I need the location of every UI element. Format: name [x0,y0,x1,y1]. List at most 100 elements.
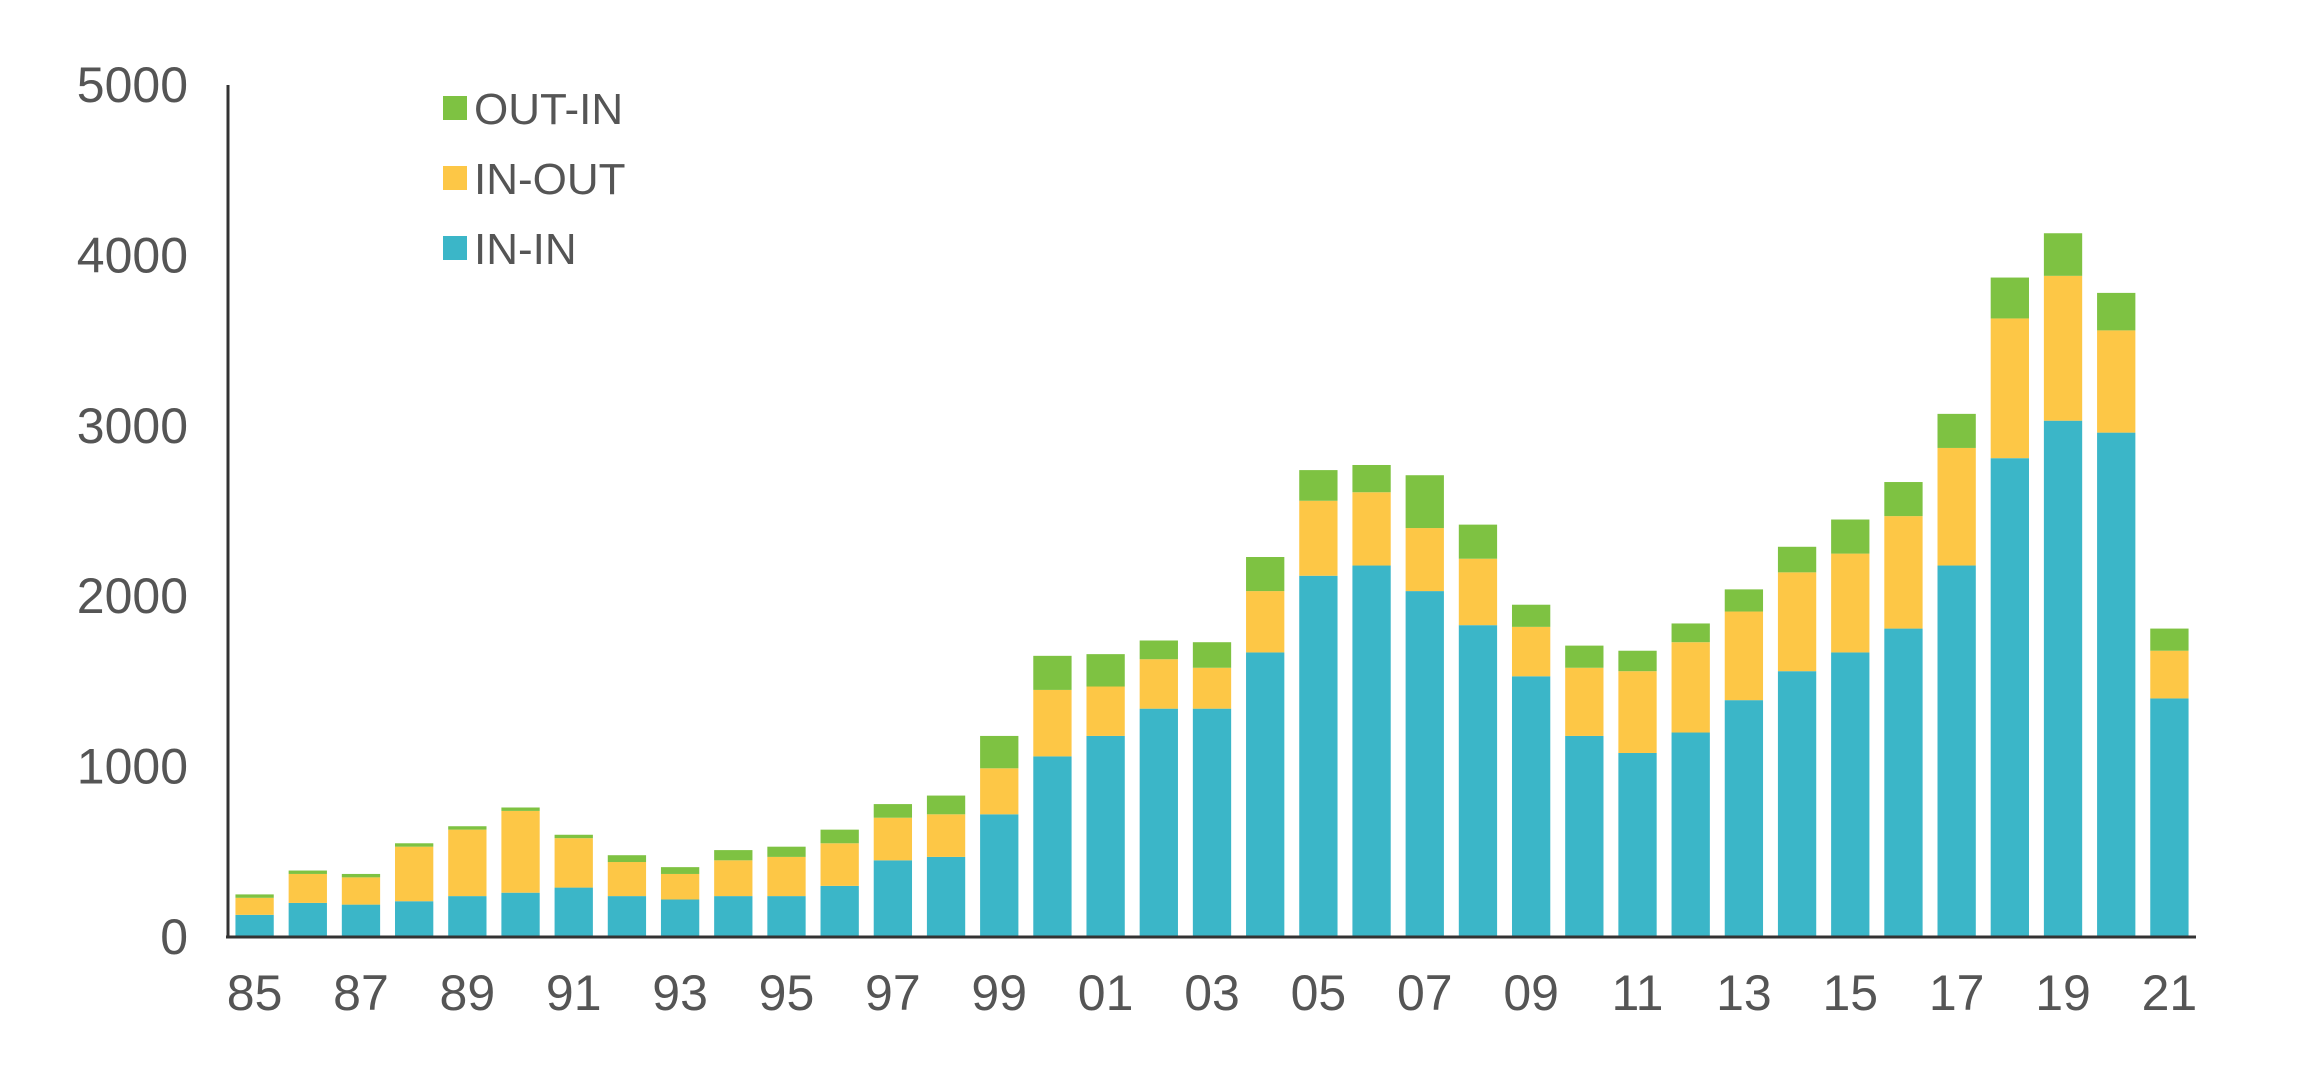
bar-segment-out-in [927,796,965,815]
bar-segment-out-in [1086,654,1124,686]
bar-segment-in-out [821,843,859,886]
bar-segment-in-in [2044,421,2082,937]
legend: OUT-IN IN-OUT IN-IN [443,85,626,274]
bar-segment-in-in [1299,576,1337,937]
bar-segment-in-in [1884,629,1922,937]
bar-segment-in-in [2097,433,2135,937]
x-tick-label: 11 [1612,965,1664,1021]
x-tick-label: 17 [1929,965,1985,1021]
bar-segment-out-in [1299,470,1337,501]
bar-segment-in-in [767,896,805,937]
bar-segment-in-out [501,811,539,893]
bar-segment-in-out [1778,572,1816,671]
bar-segment-in-in [1778,671,1816,937]
y-tick-label: 1000 [77,739,188,795]
bar-segment-in-in [1352,566,1390,937]
bar-segment-in-in [1565,736,1603,937]
bar-segment-out-in [555,835,593,838]
x-tick-label: 89 [440,965,496,1021]
bar-segment-in-out [1938,448,1976,566]
bar-segment-out-in [1672,623,1710,642]
bar-segment-out-in [501,808,539,811]
bar-segment-in-out [289,874,327,903]
bar-segment-in-in [1406,591,1444,937]
bar-segment-in-out [1618,671,1656,753]
bar-segment-in-out [342,877,380,904]
x-tick-label: 15 [1822,965,1878,1021]
bar-segment-in-out [2150,651,2188,699]
bar-segment-in-out [1193,668,1231,709]
bar-segment-in-out [448,830,486,896]
legend-label: IN-OUT [474,155,626,204]
y-tick-label: 2000 [77,568,188,624]
x-tick-label: 97 [865,965,921,1021]
bar-segment-out-in [395,843,433,846]
bar-segment-out-in [2150,629,2188,651]
bar-segment-in-in [1193,709,1231,937]
bar-segment-in-out [1725,612,1763,701]
bar-segment-out-in [2097,293,2135,330]
bar-segment-in-out [714,860,752,896]
bar-segment-in-in [342,905,380,937]
bar-segment-in-in [1246,652,1284,937]
bar-segment-in-out [1140,659,1178,708]
bar-segment-in-out [1086,687,1124,736]
bar-segment-in-in [661,900,699,937]
bar-segment-out-in [1406,475,1444,528]
bar-segment-in-out [1352,492,1390,565]
bars-layer [235,233,2188,937]
bar-segment-out-in [1193,642,1231,668]
y-tick-label: 3000 [77,398,188,454]
bar-segment-out-in [1618,651,1656,671]
bar-segment-in-in [1725,700,1763,937]
bar-segment-out-in [1991,278,2029,319]
y-tick-label: 0 [160,909,188,965]
bar-segment-in-in [714,896,752,937]
bar-segment-in-out [1406,528,1444,591]
x-tick-label: 21 [2142,965,2198,1021]
bar-segment-in-in [1459,625,1497,937]
x-tick-label: 85 [227,965,283,1021]
bar-segment-in-out [395,847,433,902]
x-tick-label: 99 [971,965,1027,1021]
x-tick-label: 19 [2035,965,2091,1021]
bar-segment-in-out [927,814,965,857]
bar-segment-in-out [980,768,1018,814]
bar-segment-in-out [2097,330,2135,432]
bar-segment-out-in [1352,465,1390,492]
bar-segment-in-in [1831,652,1869,937]
bar-segment-in-in [1140,709,1178,937]
x-tick-label: 03 [1184,965,1240,1021]
bar-segment-in-out [555,838,593,887]
bar-segment-in-out [608,862,646,896]
bar-segment-out-in [767,847,805,857]
bar-segment-out-in [1246,557,1284,591]
legend-label: IN-IN [474,225,577,274]
bar-segment-out-in [1778,547,1816,573]
y-axis-tick-labels: 0 1000 2000 3000 4000 5000 [77,57,188,965]
bar-segment-in-out [874,818,912,861]
bar-segment-in-out [1246,591,1284,652]
bar-segment-out-in [1033,656,1071,690]
bar-segment-in-out [1512,627,1550,676]
legend-swatch [443,236,467,260]
bar-segment-out-in [1725,589,1763,611]
bar-segment-out-in [874,804,912,818]
legend-label: OUT-IN [474,85,623,134]
bar-segment-out-in [1831,520,1869,554]
bar-segment-in-in [2150,698,2188,937]
y-tick-label: 5000 [77,57,188,113]
bar-segment-out-in [980,736,1018,768]
x-tick-label: 09 [1503,965,1559,1021]
bar-segment-in-in [1618,753,1656,937]
bar-segment-in-in [289,903,327,937]
bar-segment-out-in [235,894,273,897]
bar-segment-in-in [874,860,912,937]
x-axis-tick-labels: 85 87 89 91 93 95 97 99 01 03 05 07 09 11 13 15 17 19 21 [227,965,2197,1021]
bar-segment-in-in [1086,736,1124,937]
bar-segment-in-out [1884,516,1922,628]
legend-swatch [443,96,467,120]
bar-segment-in-out [235,898,273,915]
bar-segment-out-in [1512,605,1550,627]
